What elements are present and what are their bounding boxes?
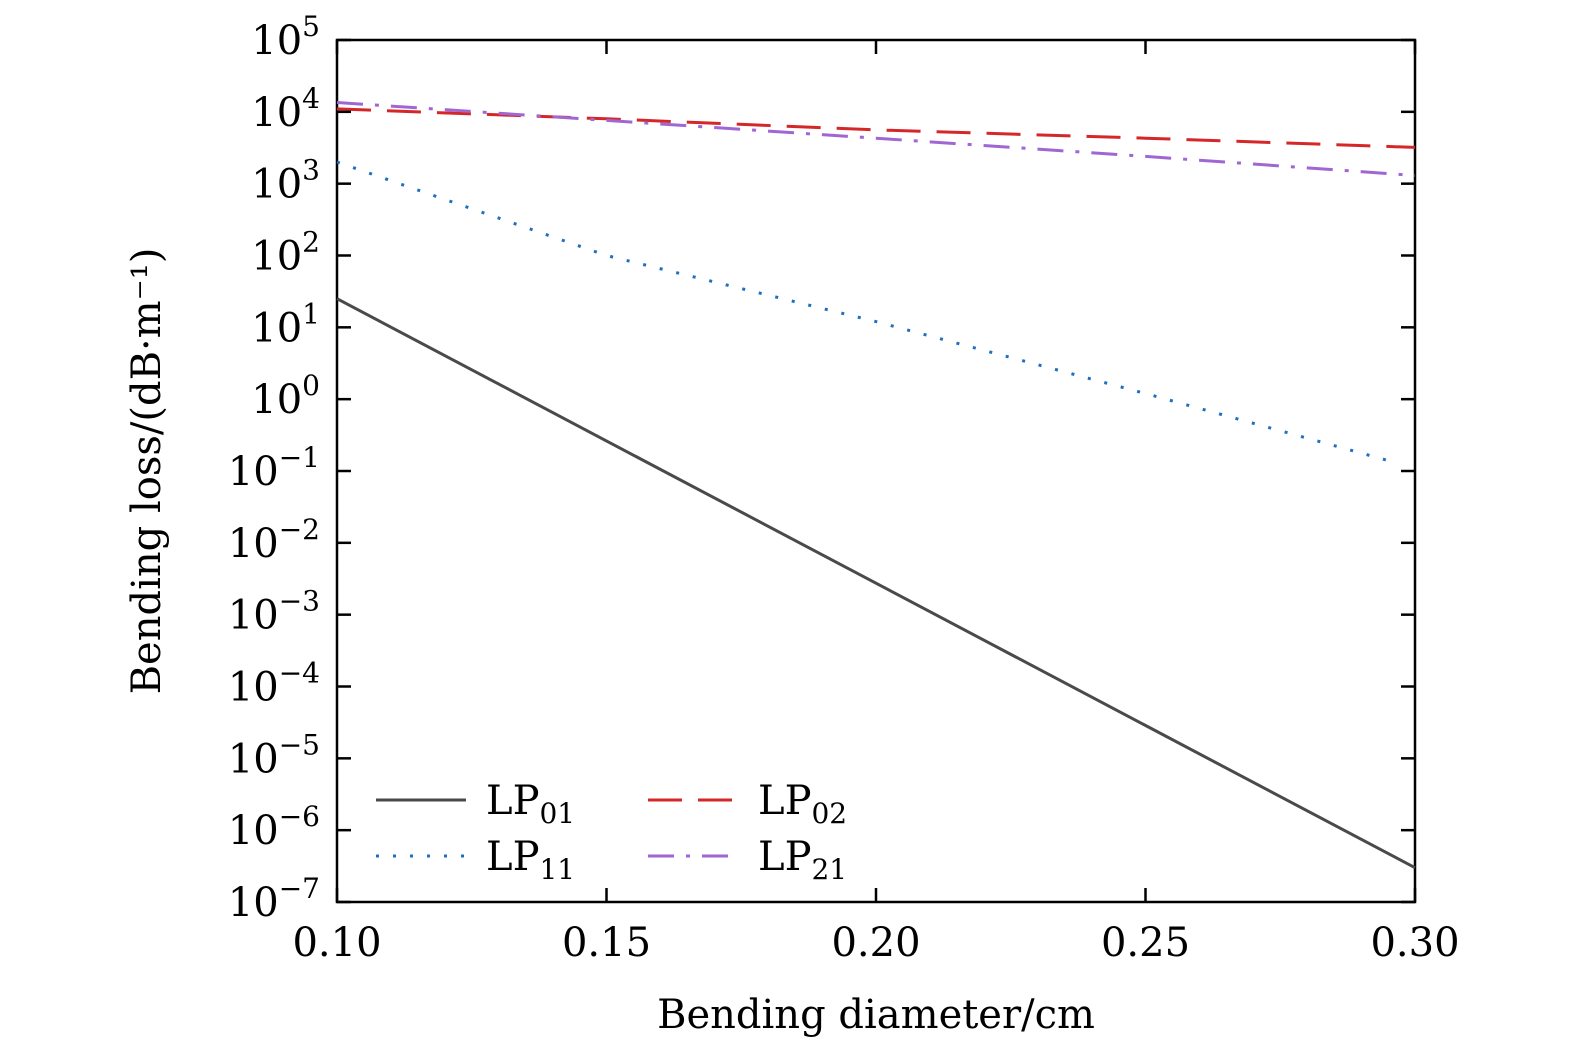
legend-label-lp01: LP01 [486,778,575,830]
legend-label-lp21: LP21 [758,834,847,886]
x-tick-label: 0.25 [1101,920,1190,966]
y-axis-label: Bending loss/(dB·m⁻¹) [124,248,170,695]
x-tick-label: 0.30 [1370,920,1459,966]
y-tick-label: 101 [251,297,320,351]
x-axis-ticks: 0.10 0.15 0.20 0.25 0.30 [292,40,1460,966]
x-tick-label: 0.20 [831,920,920,966]
legend-label-lp02: LP02 [758,778,847,830]
plot-frame [335,38,1417,904]
y-tick-label: 104 [251,82,320,136]
x-tick-label: 0.15 [562,920,651,966]
y-tick-label: 10−5 [228,728,320,782]
y-tick-label: 105 [251,10,320,64]
y-tick-label: 10−6 [228,800,320,854]
y-tick-label: 103 [251,154,320,208]
y-tick-label: 10−2 [228,513,320,567]
y-tick-label: 102 [251,226,320,280]
x-axis-label: Bending diameter/cm [657,992,1095,1038]
y-axis-ticks: 105 104 103 102 101 100 10−1 10−2 10−3 10−4 10−5 10… [228,10,1415,926]
y-tick-label: 10−1 [228,441,320,495]
y-tick-label: 10−4 [228,657,320,711]
y-tick-label: 10−7 [228,872,320,926]
x-tick-label: 0.10 [292,920,381,966]
series-layer [336,101,1416,870]
series-line-lp11 [336,160,1389,462]
y-tick-label: 100 [251,369,320,423]
legend-label-lp11: LP11 [486,834,575,886]
y-tick-label: 10−3 [228,585,320,639]
series-line-lp01 [336,297,1416,870]
series-line-lp21 [336,101,1416,177]
